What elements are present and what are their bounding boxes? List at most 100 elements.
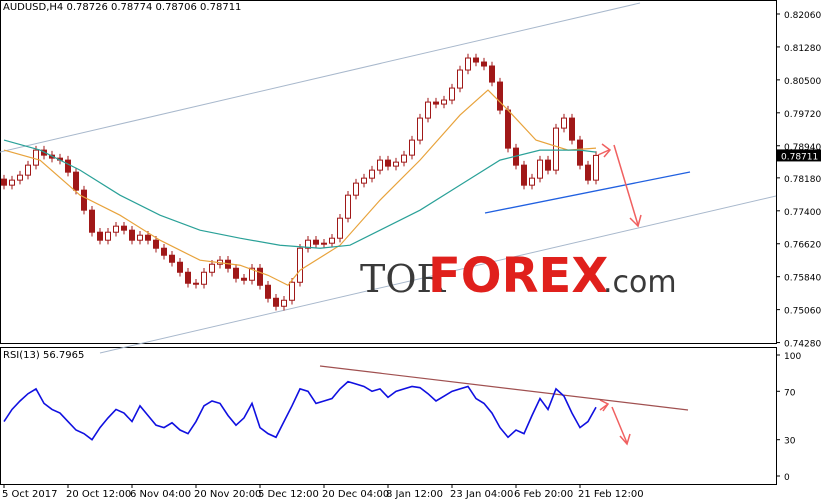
candle-body [33, 149, 39, 166]
candle-body [297, 247, 303, 283]
channel-lower [99, 195, 777, 354]
candle-body [1, 178, 7, 186]
y-tick-label: 0.78940 [784, 143, 821, 153]
candle-body [569, 117, 575, 141]
candle-body [265, 284, 271, 299]
y-tick-label: 30 [784, 437, 796, 447]
candle-body [409, 139, 415, 156]
candle-body [457, 69, 463, 89]
watermark: TOR [360, 257, 446, 301]
candle-body [185, 271, 191, 284]
x-tick-label: 20 Dec 04:00 [322, 489, 389, 500]
candle-body [81, 189, 87, 211]
candle-body [425, 101, 431, 119]
x-tick-label: 21 Feb 12:00 [578, 489, 644, 500]
candle-body [65, 159, 71, 173]
candle-body [497, 81, 503, 111]
candle-body [385, 159, 391, 167]
x-tick-label: 5 Oct 2017 [2, 489, 57, 500]
y-tick-label: 0.75060 [784, 307, 821, 317]
candle-body [361, 177, 367, 184]
candle-body [369, 169, 375, 179]
candle-body [537, 159, 543, 179]
moving-average [3, 139, 597, 249]
candle-body [129, 229, 135, 241]
candle-body [97, 231, 103, 241]
candle-body [417, 117, 423, 141]
candle-body [321, 242, 327, 245]
watermark: .com [603, 265, 677, 300]
candle-body [289, 281, 295, 301]
candle-body [73, 171, 79, 191]
candle-body [313, 239, 319, 245]
candle-body [561, 117, 567, 129]
candle-body [473, 57, 479, 63]
rsi-line [3, 380, 597, 441]
watermark: FOREX [428, 248, 608, 304]
y-tick-label: 0.79720 [784, 110, 821, 120]
x-tick-label: 20 Oct 12:00 [66, 489, 131, 500]
y-tick-label: 0.80500 [784, 77, 821, 87]
rsi-panel [0, 347, 777, 485]
candle-body [113, 225, 119, 233]
forecast-arrows [597, 143, 642, 446]
candle-body [505, 109, 511, 149]
y-tick-label: 0.82060 [784, 11, 821, 21]
y-tick-label: 70 [784, 388, 796, 398]
y-tick-label: 100 [784, 352, 801, 362]
x-tick-label: 23 Jan 04:00 [450, 489, 513, 500]
candle-body [305, 239, 311, 249]
y-tick-label: 0.77400 [784, 208, 821, 218]
candle-body [593, 154, 599, 181]
candle-body [529, 177, 535, 186]
candle-body [209, 263, 215, 273]
candle-body [161, 247, 167, 256]
current-price-box [777, 149, 821, 162]
candle-body [273, 297, 279, 307]
y-tick-label: 0.78180 [784, 175, 821, 185]
candle-body [353, 182, 359, 196]
candle-body [201, 271, 207, 285]
candle-body [545, 159, 551, 171]
y-tick-label: 0 [784, 473, 790, 483]
y-tick-label: 0.74280 [784, 340, 821, 350]
candle-body [169, 254, 175, 263]
candle-body [441, 99, 447, 105]
candle-body [377, 159, 383, 171]
y-tick-label: 0.81280 [784, 44, 821, 54]
candle-body [585, 164, 591, 181]
y-tick-label: 0.75840 [784, 274, 821, 284]
candle-body [345, 194, 351, 219]
candle-body [393, 161, 399, 167]
candle-body [257, 267, 263, 286]
candle-body [193, 282, 199, 285]
rsi-title: RSI(13) 56.7965 [3, 350, 84, 361]
candle-body [121, 225, 127, 231]
candle-body [105, 231, 111, 241]
channel-upper [0, 2, 641, 153]
support-line [484, 171, 691, 214]
candle-body [153, 239, 159, 249]
x-tick-label: 20 Nov 20:00 [194, 489, 261, 500]
candle-body [233, 267, 239, 279]
candle-body [577, 139, 583, 166]
x-tick-label: 6 Feb 20:00 [514, 489, 573, 500]
rsi-trendline [319, 365, 689, 411]
candle-body [25, 164, 31, 176]
candle-body [17, 174, 23, 181]
moving-average [3, 89, 597, 287]
candle-body [337, 217, 343, 239]
candle-body [465, 57, 471, 71]
candle-body [553, 127, 559, 171]
candle-body [145, 234, 151, 241]
candle-body [177, 261, 183, 273]
candle-body [89, 209, 95, 233]
candle-body [241, 277, 247, 281]
candle-body [489, 65, 495, 83]
candle-body [521, 164, 527, 186]
candle-body [433, 101, 439, 105]
current-price-label: 0.78711 [781, 152, 818, 162]
candle-body [481, 61, 487, 67]
candle-body [137, 234, 143, 241]
